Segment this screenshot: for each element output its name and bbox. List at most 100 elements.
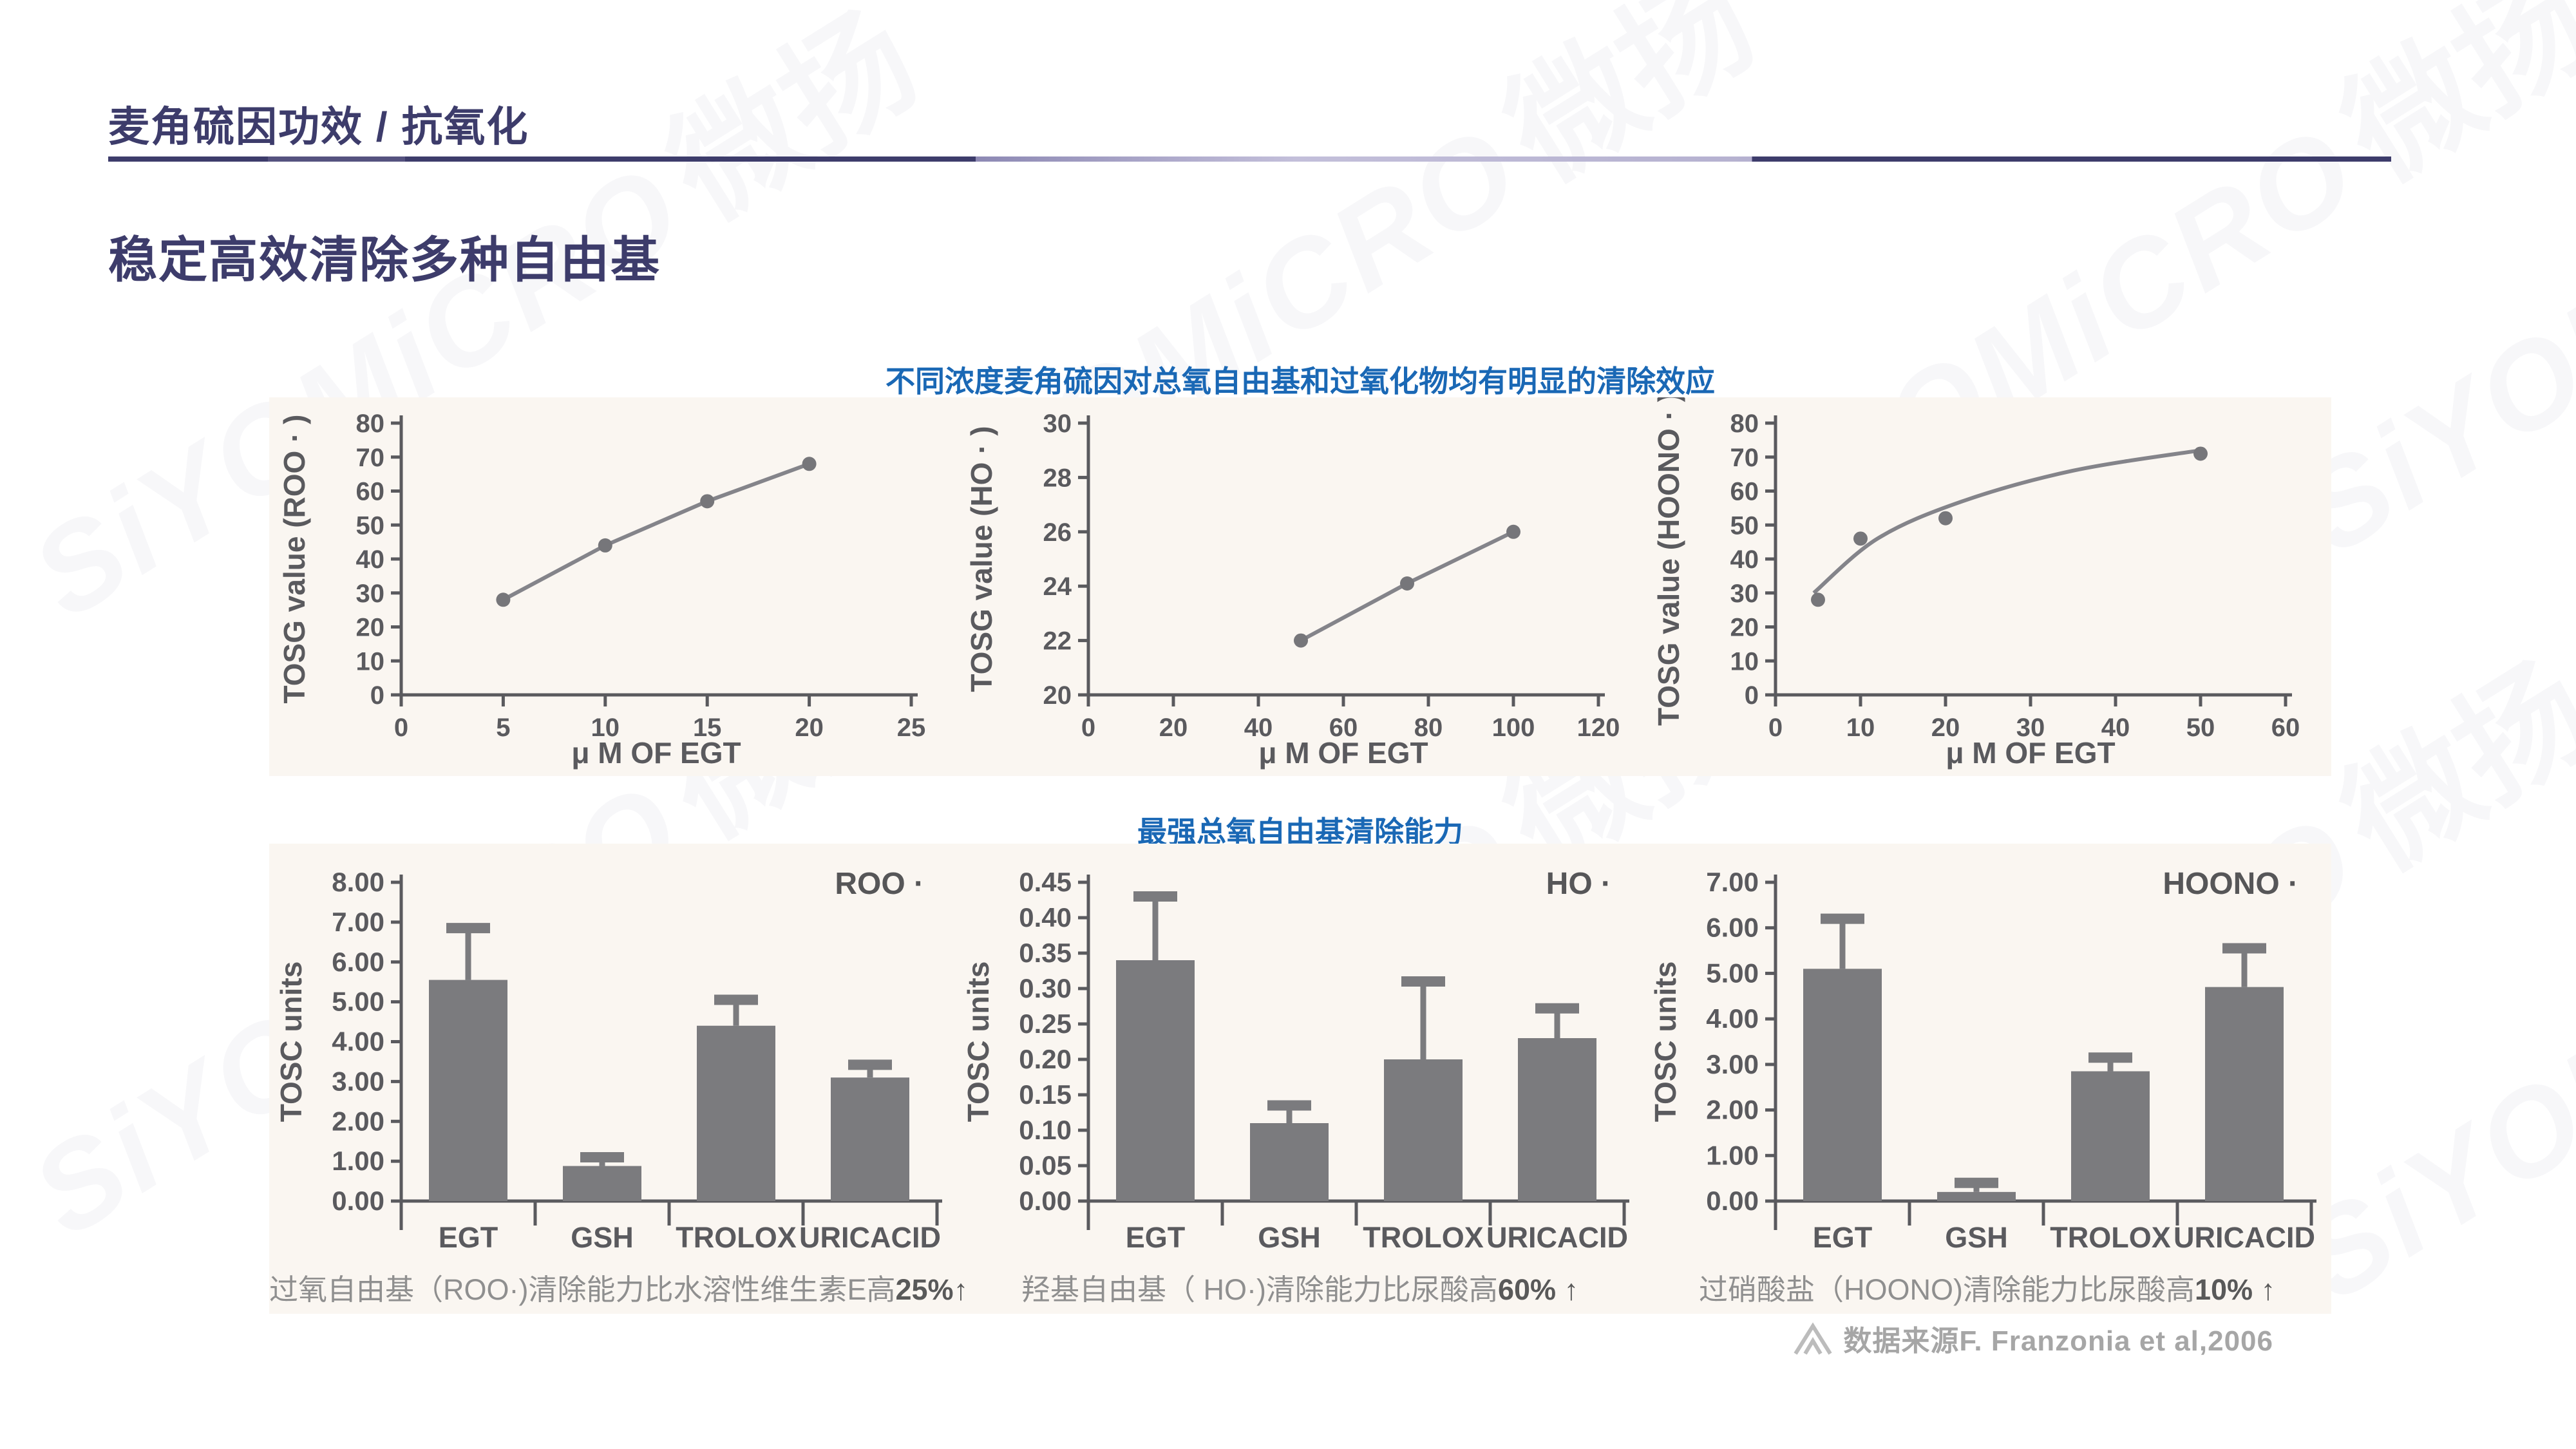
bar-EGT (1116, 960, 1195, 1201)
category-label: EGT (1813, 1221, 1873, 1254)
y-tick-label: 40 (356, 545, 385, 574)
data-point (1506, 524, 1520, 539)
line-chart-ho: 20 22 24 26 28 30 0 20 40 60 80 100 120 TOSG value (H… (965, 410, 1620, 770)
y-tick-label: 60 (1730, 478, 1759, 506)
y-tick-label: 0 (370, 681, 384, 710)
section1-title: 不同浓度麦角硫因对总氧自由基和过氧化物均有明显的清除效应 (886, 365, 1715, 398)
y-tick-label: 26 (1043, 518, 1072, 547)
legend-label: HO · (1546, 867, 1611, 901)
bar-chart-col-roo: 0.00 1.00 2.00 3.00 4.00 5.00 6.00 7.00 8.00 EGT G… (269, 844, 969, 1314)
y-tick-label: 8.00 (332, 867, 384, 897)
y-tick-label: 10 (356, 647, 385, 676)
category-label: EGT (439, 1221, 498, 1254)
y-tick-label: 0.00 (332, 1186, 384, 1216)
x-tick-label: 120 (1577, 714, 1620, 742)
bar-GSH (1250, 1123, 1329, 1201)
y-tick-label: 0.10 (1019, 1115, 1072, 1145)
legend-label: ROO · (835, 867, 924, 901)
x-tick-label: 80 (1414, 714, 1443, 742)
y-axis-label: TOSC units (961, 961, 995, 1122)
y-tick-label: 7.00 (332, 907, 384, 937)
category-label: URICACID (2174, 1221, 2315, 1254)
category-label: URICACID (799, 1221, 941, 1254)
bar-TROLOX (1384, 1059, 1463, 1201)
y-tick-label: 2.00 (1706, 1095, 1759, 1125)
line-chart-roo: 0 10 20 30 40 50 60 70 80 0 5 10 15 20 25 TOSG value (R… (278, 410, 926, 770)
y-tick-label: 0 (1745, 681, 1759, 710)
category-label: EGT (1126, 1221, 1186, 1254)
category-label: TROLOX (1363, 1221, 1484, 1254)
y-tick-label: 7.00 (1706, 867, 1759, 897)
bar-chart-col-ho: 0.00 0.05 0.10 0.15 0.20 0.25 0.30 0.35 0.40 0.45… (956, 844, 1643, 1314)
category-label: TROLOX (676, 1221, 797, 1254)
y-tick-label: 4.00 (332, 1027, 384, 1057)
y-tick-label: 1.00 (1706, 1140, 1759, 1170)
y-tick-label: 0.40 (1019, 902, 1072, 933)
category-label: GSH (1258, 1221, 1321, 1254)
y-axis-label: TOSG value (HO · ) (965, 426, 998, 692)
y-tick-label: 2.00 (332, 1106, 384, 1136)
y-tick-label: 80 (1730, 410, 1759, 438)
y-tick-label: 28 (1043, 464, 1072, 492)
y-tick-label: 0.00 (1706, 1186, 1759, 1216)
legend-label: HOONO · (2163, 867, 2298, 901)
y-tick-label: 20 (1043, 681, 1072, 710)
x-tick-label: 30 (2016, 714, 2045, 742)
x-tick-label: 10 (591, 714, 620, 742)
line-chart-col-ho: 20 22 24 26 28 30 0 20 40 60 80 100 120 TOSG value (H… (956, 397, 1643, 776)
data-line (502, 462, 810, 601)
y-tick-label: 4.00 (1706, 1003, 1759, 1034)
y-tick-label: 10 (1730, 647, 1759, 676)
bar-URICACID (1518, 1038, 1596, 1201)
y-tick-label: 20 (1730, 614, 1759, 642)
x-tick-label: 10 (1846, 714, 1875, 742)
data-point (1294, 633, 1308, 648)
y-tick-label: 30 (356, 580, 385, 608)
data-point (496, 592, 511, 607)
y-tick-label: 3.00 (1706, 1049, 1759, 1079)
y-tick-label: 70 (1730, 444, 1759, 472)
y-tick-label: 80 (356, 410, 385, 438)
bar-EGT (1803, 969, 1882, 1201)
trend-curve (1812, 448, 2201, 595)
data-point (2193, 446, 2208, 461)
y-tick-label: 5.00 (332, 987, 384, 1017)
y-tick-label: 0.05 (1019, 1150, 1072, 1180)
y-tick-label: 6.00 (332, 947, 384, 977)
data-point (700, 494, 715, 509)
y-tick-label: 50 (356, 511, 385, 540)
data-source: 数据来源F. Franzonia et al,2006 (1792, 1318, 2273, 1359)
x-tick-label: 0 (394, 714, 408, 742)
caption-ho: 羟基自由基（ HO·)清除能力比尿酸高60% ↑ (1021, 1273, 1579, 1306)
data-point (1400, 576, 1414, 591)
y-tick-label: 30 (1043, 410, 1072, 438)
y-axis-label: TOSC units (274, 961, 308, 1122)
y-axis-label: TOSG value (ROO · ) (278, 415, 311, 704)
data-point (802, 457, 817, 471)
x-tick-label: 0 (1081, 714, 1095, 742)
y-axis-label: TOSC units (1649, 961, 1682, 1122)
x-tick-label: 100 (1492, 714, 1535, 742)
y-tick-label: 24 (1043, 573, 1072, 601)
line-chart-col-hoono: 0 10 20 30 40 50 60 70 80 0 10 20 30 40 50 60 TOSG value… (1643, 397, 2331, 776)
bar-chart-roo: 0.00 1.00 2.00 3.00 4.00 5.00 6.00 7.00 8.00 EGT G… (274, 867, 942, 1254)
x-tick-label: 60 (2271, 714, 2300, 742)
x-tick-label: 40 (1244, 714, 1273, 742)
y-tick-label: 0.25 (1019, 1009, 1072, 1039)
x-tick-label: 20 (1931, 714, 1960, 742)
bar-TROLOX (697, 1025, 775, 1201)
bar-chart-col-hoono: 0.00 1.00 2.00 3.00 4.00 5.00 6.00 7.00 EGT GSH TR… (1643, 844, 2331, 1314)
y-tick-label: 0.20 (1019, 1044, 1072, 1074)
x-tick-label: 50 (2186, 714, 2215, 742)
caption-roo: 过氧自由基（ROO·)清除能力比水溶性维生素E高25%↑ (269, 1273, 969, 1306)
y-tick-label: 1.00 (332, 1146, 384, 1176)
x-tick-label: 25 (897, 714, 926, 742)
line-charts-panel: 0 10 20 30 40 50 60 70 80 0 5 10 15 20 25 TOSG value (R… (269, 397, 2331, 776)
x-tick-label: 20 (1159, 714, 1188, 742)
x-axis-label: μ M OF EGT (571, 736, 741, 770)
caption-hoono: 过硝酸盐（HOONO)清除能力比尿酸高10% ↑ (1698, 1273, 2276, 1306)
source-text: 数据来源F. Franzonia et al,2006 (1843, 1325, 2273, 1357)
y-tick-label: 40 (1730, 545, 1759, 574)
bar-EGT (429, 980, 507, 1201)
